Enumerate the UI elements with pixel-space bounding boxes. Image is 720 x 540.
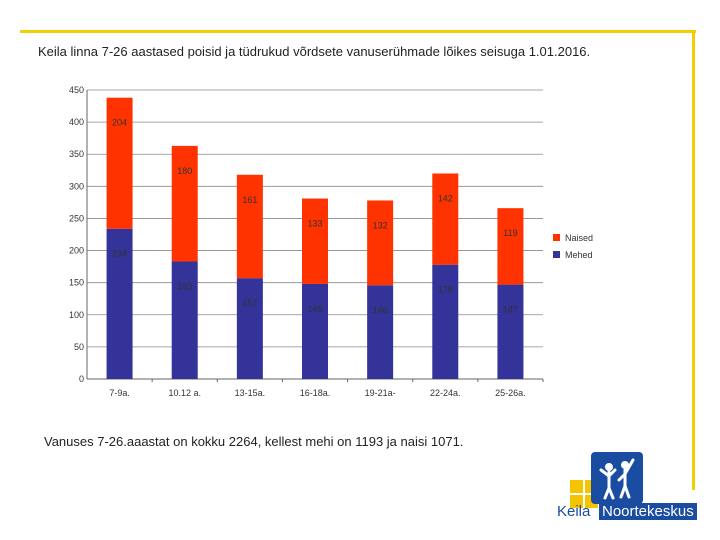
bar-mehed (302, 283, 328, 379)
logo-word-noortekeskus: Noortekeskus (599, 503, 697, 520)
y-tick-label: 400 (69, 117, 84, 127)
legend-swatch-naised (553, 234, 560, 241)
chart-title: Keila linna 7-26 aastased poisid ja tüdr… (38, 44, 591, 59)
bar-naised (171, 145, 198, 262)
logo-emblem-icon (570, 452, 643, 508)
legend-label-naised: Naised (565, 232, 594, 243)
x-tick-label: 22-24a. (430, 388, 461, 398)
bar-mehed (432, 264, 459, 379)
data-label-mehed: 157 (242, 298, 257, 308)
y-tick-label: 50 (74, 342, 84, 352)
bar-naised (367, 200, 394, 286)
data-label-naised: 161 (242, 195, 257, 205)
y-tick-label: 250 (69, 213, 84, 223)
summary-note: Vanuses 7-26.aaastat on kokku 2264, kell… (44, 434, 464, 449)
y-tick-label: 300 (69, 181, 84, 191)
data-label-naised: 119 (503, 228, 517, 238)
bar-mehed (106, 228, 133, 379)
x-tick-label: 13-15a. (235, 388, 266, 398)
chart-legend: Naised Mehed (553, 229, 593, 263)
data-label-mehed: 147 (503, 305, 518, 315)
legend-swatch-mehed (553, 251, 560, 258)
legend-item-mehed: Mehed (553, 246, 593, 263)
legend-item-naised: Naised (553, 229, 593, 246)
y-tick-label: 150 (69, 278, 84, 288)
bar-mehed (236, 278, 263, 379)
bar-mehed (367, 285, 394, 379)
data-label-mehed: 178 (438, 285, 453, 295)
bar-naised (497, 208, 524, 285)
x-tick-label: 19-21a- (365, 388, 396, 398)
bar-mehed (497, 284, 524, 379)
keila-noortekeskus-logo: Keila Noortekeskus (555, 450, 697, 530)
data-label-naised: 132 (373, 220, 388, 230)
data-label-mehed: 183 (177, 281, 192, 291)
x-tick-label: 10.12 a. (168, 388, 201, 398)
data-label-naised: 142 (438, 193, 453, 203)
bar-naised (302, 198, 328, 284)
data-label-naised: 133 (307, 219, 322, 229)
frame-top-border (20, 30, 696, 33)
data-label-naised: 204 (112, 118, 127, 128)
y-tick-label: 100 (69, 310, 84, 320)
x-tick-label: 7-9a. (109, 388, 130, 398)
logo-word-keila: Keila (557, 503, 591, 520)
bar-mehed (171, 261, 198, 379)
y-tick-label: 0 (79, 374, 84, 384)
data-label-mehed: 234 (112, 249, 127, 259)
frame-right-border (692, 30, 695, 490)
data-label-mehed: 146 (373, 305, 388, 315)
x-tick-label: 16-18a. (300, 388, 331, 398)
y-tick-label: 450 (69, 85, 84, 95)
data-label-mehed: 148 (307, 304, 322, 314)
bar-naised (432, 173, 459, 265)
legend-label-mehed: Mehed (565, 249, 593, 260)
y-tick-label: 200 (69, 246, 84, 256)
bar-naised (236, 174, 263, 279)
y-tick-label: 350 (69, 149, 84, 159)
bar-naised (106, 97, 133, 229)
data-label-naised: 180 (177, 166, 192, 176)
x-tick-label: 25-26a. (495, 388, 526, 398)
